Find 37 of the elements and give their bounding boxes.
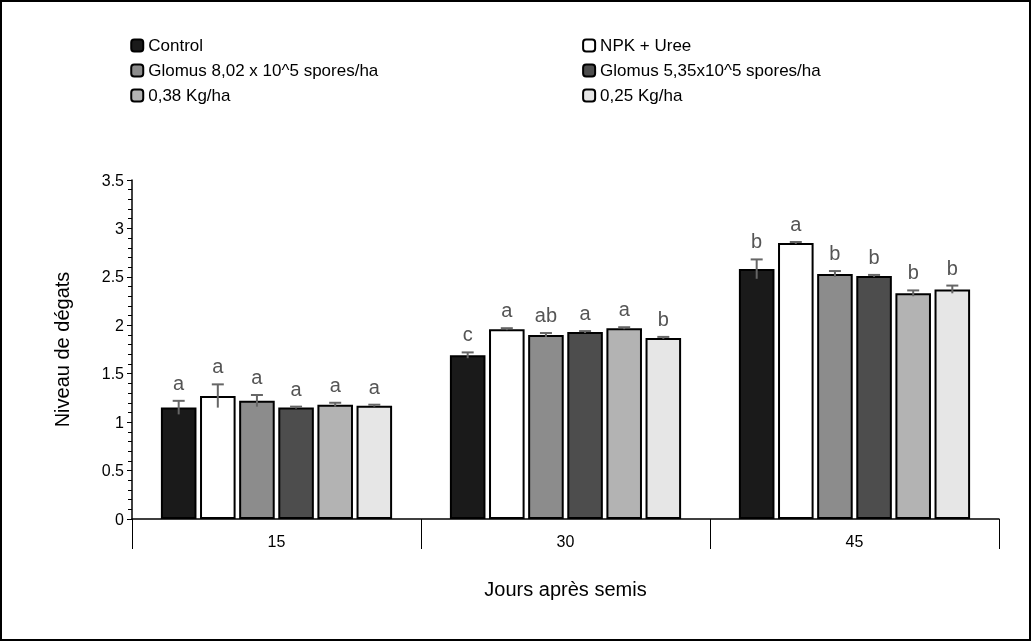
data-label: b (829, 242, 841, 265)
y-tick-label: 3.5 (101, 171, 125, 189)
data-label: b (946, 256, 958, 279)
data-label: a (790, 212, 803, 235)
legend-label: 0,25 Kg/ha (600, 86, 683, 105)
y-tick-label: 1 (115, 413, 125, 431)
y-tick-label: 0 (115, 510, 125, 528)
data-label: a (290, 377, 303, 400)
data-label: ab (534, 304, 558, 327)
y-tick-label: 2 (115, 316, 125, 334)
y-axis-title: Niveau de dégats (51, 271, 73, 428)
data-label: a (173, 371, 186, 394)
data-label: b (657, 307, 669, 330)
data-label: a (212, 355, 225, 378)
data-label: a (579, 302, 592, 325)
y-tick-label: 0.5 (101, 462, 125, 480)
y-tick-label: 2.5 (101, 268, 125, 286)
data-label: a (329, 373, 342, 396)
y-tick-label: 3 (115, 219, 125, 237)
x-tick-label: 45 (845, 532, 864, 550)
data-label: a (251, 366, 264, 389)
data-label: c (462, 323, 473, 346)
data-label: b (868, 245, 880, 268)
data-label: a (618, 298, 631, 321)
x-axis-title: Jours après semis (484, 578, 647, 600)
data-label: b (751, 230, 763, 253)
legend-label: NPK + Uree (600, 36, 692, 55)
legend-label: Control (148, 36, 204, 55)
legend-label: 0,38 Kg/ha (148, 86, 232, 105)
y-tick-label: 1.5 (101, 365, 125, 383)
legend-label: Glomus 8,02 x 10^5 spores/ha (148, 61, 379, 80)
data-label: b (907, 261, 919, 284)
legend-label: Glomus 5,35x10^5 spores/ha (600, 61, 822, 80)
x-tick-label: 15 (267, 532, 286, 550)
data-label: a (368, 375, 381, 398)
data-label: a (501, 299, 514, 322)
x-tick-label: 30 (556, 532, 575, 550)
